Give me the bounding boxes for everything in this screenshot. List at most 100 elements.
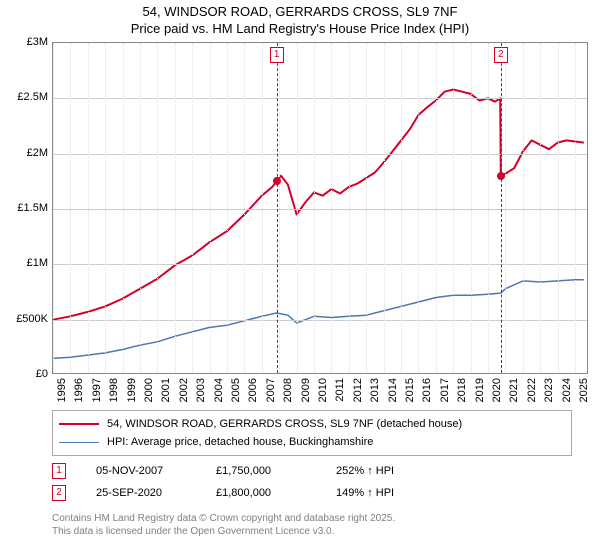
xtick-label: 2013 <box>369 378 381 402</box>
gridline-h <box>53 98 587 99</box>
marker-box: 2 <box>494 47 508 63</box>
legend-label-hpi: HPI: Average price, detached house, Buck… <box>107 436 373 448</box>
gridline-v <box>314 43 315 373</box>
gridline-v <box>279 43 280 373</box>
xtick-label: 1996 <box>73 378 85 402</box>
marker-dot <box>273 177 281 185</box>
xtick-label: 2019 <box>474 378 486 402</box>
xtick-label: 2009 <box>300 378 312 402</box>
marker-box: 1 <box>270 47 284 63</box>
xtick-label: 2024 <box>561 378 573 402</box>
marker-row-2: 2 25-SEP-2020 £1,800,000 149% ↑ HPI <box>52 482 572 504</box>
footer-line-1: Contains HM Land Registry data © Crown c… <box>52 512 582 525</box>
xtick-label: 1995 <box>56 378 68 402</box>
xtick-label: 2012 <box>352 378 364 402</box>
xtick-label: 2008 <box>282 378 294 402</box>
title-line-2: Price paid vs. HM Land Registry's House … <box>0 21 600 38</box>
xtick-label: 2016 <box>421 378 433 402</box>
xtick-label: 2011 <box>334 378 346 402</box>
gridline-v <box>123 43 124 373</box>
legend-item-price-paid: 54, WINDSOR ROAD, GERRARDS CROSS, SL9 7N… <box>59 415 565 433</box>
chart-area: 12 £0£500K£1M£1.5M£2M£2.5M£3M19951996199… <box>8 42 592 402</box>
series-lines <box>53 43 587 373</box>
gridline-v <box>436 43 437 373</box>
gridline-v <box>523 43 524 373</box>
gridline-v <box>331 43 332 373</box>
xtick-label: 2002 <box>178 378 190 402</box>
gridline-v <box>210 43 211 373</box>
legend-label-price-paid: 54, WINDSOR ROAD, GERRARDS CROSS, SL9 7N… <box>107 418 462 430</box>
xtick-label: 2001 <box>160 378 172 402</box>
marker-change-1: 252% ↑ HPI <box>336 465 426 477</box>
legend: 54, WINDSOR ROAD, GERRARDS CROSS, SL9 7N… <box>52 410 572 456</box>
gridline-v <box>70 43 71 373</box>
xtick-label: 2025 <box>578 378 590 402</box>
ytick-label: £0 <box>36 368 48 380</box>
footer-line-2: This data is licensed under the Open Gov… <box>52 525 582 538</box>
gridline-v <box>575 43 576 373</box>
gridline-v <box>349 43 350 373</box>
legend-swatch-price-paid <box>59 423 99 425</box>
gridline-v <box>384 43 385 373</box>
gridline-h <box>53 264 587 265</box>
gridline-v <box>244 43 245 373</box>
gridline-v <box>192 43 193 373</box>
xtick-label: 2015 <box>404 378 416 402</box>
xtick-label: 2006 <box>247 378 259 402</box>
ytick-label: £1.5M <box>17 202 48 214</box>
gridline-v <box>88 43 89 373</box>
xtick-label: 2023 <box>543 378 555 402</box>
gridline-v <box>53 43 54 373</box>
legend-item-hpi: HPI: Average price, detached house, Buck… <box>59 433 565 451</box>
footer: Contains HM Land Registry data © Crown c… <box>52 512 582 538</box>
marker-table: 1 05-NOV-2007 £1,750,000 252% ↑ HPI 2 25… <box>52 460 572 504</box>
ytick-label: £1M <box>27 257 48 269</box>
xtick-label: 2007 <box>265 378 277 402</box>
xtick-label: 2018 <box>456 378 468 402</box>
gridline-v <box>140 43 141 373</box>
gridline-v <box>175 43 176 373</box>
ytick-label: £2M <box>27 147 48 159</box>
gridline-v <box>262 43 263 373</box>
marker-change-2: 149% ↑ HPI <box>336 487 426 499</box>
gridline-v <box>540 43 541 373</box>
gridline-h <box>53 320 587 321</box>
gridline-v <box>227 43 228 373</box>
marker-date-2: 25-SEP-2020 <box>96 487 186 499</box>
chart-title-block: 54, WINDSOR ROAD, GERRARDS CROSS, SL9 7N… <box>0 0 600 40</box>
marker-date-1: 05-NOV-2007 <box>96 465 186 477</box>
gridline-v <box>157 43 158 373</box>
gridline-v <box>418 43 419 373</box>
gridline-v <box>105 43 106 373</box>
xtick-label: 2003 <box>195 378 207 402</box>
xtick-label: 2005 <box>230 378 242 402</box>
xtick-label: 2022 <box>526 378 538 402</box>
gridline-v <box>453 43 454 373</box>
gridline-v <box>558 43 559 373</box>
title-line-1: 54, WINDSOR ROAD, GERRARDS CROSS, SL9 7N… <box>0 4 600 21</box>
marker-row-1: 1 05-NOV-2007 £1,750,000 252% ↑ HPI <box>52 460 572 482</box>
xtick-label: 2017 <box>439 378 451 402</box>
marker-id-box-1: 1 <box>52 463 66 479</box>
marker-price-1: £1,750,000 <box>216 465 306 477</box>
gridline-h <box>53 154 587 155</box>
xtick-label: 2021 <box>508 378 520 402</box>
legend-swatch-hpi <box>59 442 99 443</box>
plot-area: 12 <box>52 42 588 374</box>
xtick-label: 1997 <box>91 378 103 402</box>
series-price_paid <box>53 90 584 320</box>
xtick-label: 2004 <box>213 378 225 402</box>
gridline-v <box>488 43 489 373</box>
xtick-label: 2000 <box>143 378 155 402</box>
ytick-label: £500K <box>16 313 48 325</box>
gridline-v <box>401 43 402 373</box>
marker-vline <box>501 43 502 373</box>
gridline-v <box>366 43 367 373</box>
xtick-label: 2014 <box>387 378 399 402</box>
xtick-label: 2020 <box>491 378 503 402</box>
gridline-v <box>297 43 298 373</box>
gridline-v <box>471 43 472 373</box>
xtick-label: 1999 <box>126 378 138 402</box>
marker-id-box-2: 2 <box>52 485 66 501</box>
gridline-h <box>53 209 587 210</box>
